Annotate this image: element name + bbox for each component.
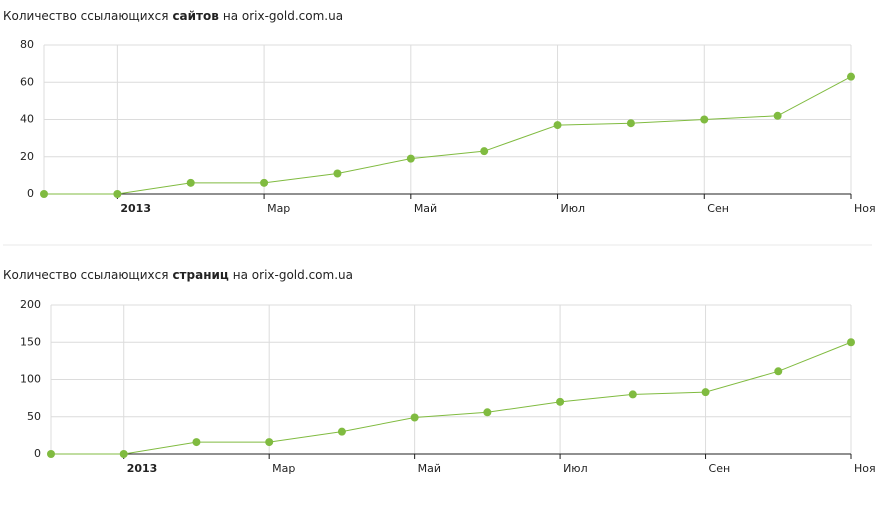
data-point (260, 178, 269, 187)
data-point (553, 121, 562, 130)
x-tick-label: Ноя (854, 462, 876, 475)
data-point (626, 119, 635, 128)
x-tick-label: 2013 (127, 462, 158, 475)
data-point (337, 427, 346, 436)
x-tick-label: Ноя (854, 202, 876, 215)
x-tick-label: Июл (561, 202, 586, 215)
title-part: на orix-gold.com.ua (223, 9, 343, 23)
data-point (406, 154, 415, 163)
x-tick-label: Май (418, 462, 441, 475)
title-part: страниц (172, 268, 228, 282)
data-point (480, 147, 489, 156)
data-point (410, 413, 419, 422)
data-point (265, 438, 274, 447)
y-tick-label: 20 (20, 150, 34, 163)
title-part: Количество ссылающихся (3, 268, 168, 282)
data-point (847, 338, 855, 347)
x-tick-label: Сен (707, 202, 729, 215)
data-point (774, 367, 783, 376)
series-line (51, 341, 852, 455)
y-tick-label: 150 (20, 335, 41, 348)
data-point (40, 190, 48, 198)
x-tick-label: Сен (709, 462, 731, 475)
y-tick-label: 40 (20, 113, 34, 126)
chart-title: Количество ссылающихся страниц на orix-gol… (3, 268, 353, 282)
x-tick-label: Мар (272, 462, 295, 475)
x-tick-label: Май (414, 202, 437, 215)
y-tick-label: 0 (27, 187, 34, 200)
series-line (44, 76, 852, 195)
x-tick-label: Мар (267, 202, 290, 215)
chart-title: Количество ссылающихся сайтов на orix-gold… (3, 9, 343, 23)
y-tick-label: 200 (20, 298, 41, 311)
y-tick-label: 50 (27, 410, 41, 423)
data-point (483, 408, 492, 417)
data-point (333, 169, 342, 178)
data-point (113, 190, 122, 198)
data-point (628, 390, 637, 399)
data-point (47, 450, 55, 458)
data-point (556, 397, 565, 406)
title-part: сайтов (172, 9, 219, 23)
data-point (186, 178, 195, 187)
title-part: Количество ссылающихся (3, 9, 168, 23)
data-point (701, 388, 710, 397)
data-point (192, 438, 201, 447)
y-tick-label: 0 (34, 447, 41, 460)
data-point (773, 111, 782, 120)
x-tick-label: 2013 (120, 202, 151, 215)
y-tick-label: 80 (20, 38, 34, 51)
title-part: на orix-gold.com.ua (233, 268, 353, 282)
y-tick-label: 60 (20, 75, 34, 88)
x-tick-label: Июл (563, 462, 588, 475)
data-point (847, 72, 855, 81)
data-point (700, 115, 709, 124)
y-tick-label: 100 (20, 373, 41, 386)
data-point (119, 450, 128, 458)
